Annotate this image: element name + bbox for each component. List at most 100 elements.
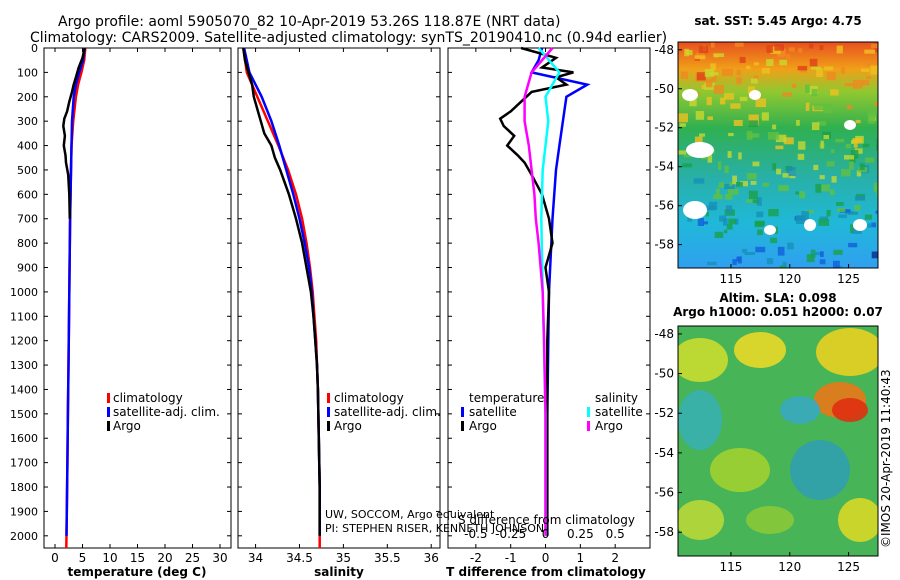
difference-legend-salinity: salinity satellite Argo bbox=[587, 391, 643, 433]
temperature-panel bbox=[43, 47, 232, 549]
sst-cell bbox=[876, 138, 878, 147]
sla-map-frame bbox=[677, 325, 879, 557]
legend-label: climatology bbox=[113, 391, 183, 405]
sst-cell bbox=[714, 53, 719, 58]
sst-cell bbox=[756, 197, 762, 206]
sst-cell bbox=[724, 183, 735, 190]
title-line-1: Argo profile: aoml 5905070_82 10-Apr-201… bbox=[58, 14, 560, 30]
sla-anomaly bbox=[746, 506, 794, 534]
sst-cell bbox=[841, 67, 845, 74]
sst-cell bbox=[710, 42, 715, 48]
sst-cell bbox=[754, 62, 759, 66]
sst-cell bbox=[736, 77, 742, 85]
sst-cell bbox=[831, 149, 835, 153]
legend-swatch-argo bbox=[107, 421, 110, 431]
sst-cell bbox=[876, 190, 878, 195]
x-tick-label: 36 bbox=[424, 551, 439, 565]
sst-cell bbox=[844, 83, 854, 87]
sst-cell bbox=[746, 65, 751, 70]
sst-cell bbox=[813, 164, 819, 171]
sst-cell bbox=[694, 55, 706, 60]
sst-cell bbox=[746, 130, 753, 140]
sst-cell bbox=[779, 265, 787, 268]
sst-cell bbox=[829, 189, 835, 196]
sst-cell bbox=[818, 219, 830, 226]
legend-label: Argo bbox=[113, 419, 141, 433]
sst-cell bbox=[750, 180, 757, 185]
sst-missing-data bbox=[844, 120, 856, 130]
sst-cell bbox=[732, 259, 737, 265]
sst-cell bbox=[695, 111, 705, 120]
map-y-tick-label: -58 bbox=[654, 525, 674, 539]
legend-label: satellite bbox=[469, 405, 517, 419]
sst-cell bbox=[711, 75, 717, 82]
sst-cell bbox=[756, 211, 764, 218]
sst-cell bbox=[866, 76, 871, 80]
sst-missing-data bbox=[764, 225, 776, 235]
s-tick-label: 0.5 bbox=[606, 527, 625, 541]
sst-cell bbox=[746, 199, 757, 203]
sst-cell bbox=[783, 137, 794, 145]
sst-cell bbox=[732, 175, 737, 185]
temperature-xlabel: temperature (deg C) bbox=[68, 565, 207, 579]
sst-cell bbox=[724, 93, 734, 100]
sst-cell bbox=[744, 252, 755, 255]
sst-cell bbox=[862, 143, 870, 148]
sst-cell bbox=[782, 173, 789, 178]
x-tick-label: 1 bbox=[577, 551, 585, 565]
sst-cell bbox=[689, 100, 697, 107]
legend-label: satellite-adj. clim. bbox=[334, 405, 441, 419]
sst-cell bbox=[833, 260, 840, 268]
sst-cell bbox=[739, 96, 748, 102]
sst-cell bbox=[766, 59, 774, 66]
sst-cell bbox=[796, 120, 800, 126]
sst-cell bbox=[723, 218, 728, 226]
sla-anomaly bbox=[678, 390, 722, 450]
depth-tick-label: 1400 bbox=[10, 383, 38, 396]
s-difference-label: S difference from climatology bbox=[458, 513, 635, 527]
sst-cell bbox=[678, 150, 687, 155]
map-y-tick-label: -56 bbox=[654, 486, 674, 500]
sla-anomaly bbox=[678, 338, 728, 382]
x-tick-label: 25 bbox=[185, 551, 200, 565]
legend-label: Argo bbox=[469, 419, 497, 433]
map-x-tick-label: 120 bbox=[778, 560, 801, 574]
sst-cell bbox=[805, 102, 810, 111]
temperature-plot: 0 5 10 15 20 25 30 bbox=[51, 47, 228, 565]
sst-cell bbox=[810, 249, 816, 258]
sst-cell bbox=[787, 242, 794, 250]
series-satellite-adj-clim- bbox=[65, 47, 86, 536]
sst-cell bbox=[766, 258, 774, 265]
depth-tick-label: 1600 bbox=[10, 432, 38, 445]
sla-map bbox=[677, 325, 879, 557]
sst-cell bbox=[705, 211, 709, 217]
sst-cell bbox=[707, 116, 713, 120]
difference-legend-temperature: temperature satellite Argo bbox=[461, 391, 544, 433]
sla-anomaly bbox=[816, 328, 878, 376]
sst-cell bbox=[867, 223, 871, 228]
sla-anomaly bbox=[832, 398, 868, 422]
sst-cell bbox=[728, 132, 734, 137]
sst-cell bbox=[850, 224, 854, 234]
map-x-tick-label: 115 bbox=[719, 560, 742, 574]
pi-annotation-1: UW, SOCCOM, Argo equivalent bbox=[325, 508, 495, 521]
sst-missing-data bbox=[749, 90, 761, 100]
x-tick-label: 10 bbox=[102, 551, 117, 565]
depth-tick-label: 1500 bbox=[10, 408, 38, 421]
sst-cell bbox=[705, 78, 713, 88]
sst-cell bbox=[775, 134, 787, 143]
sst-cell bbox=[850, 150, 859, 159]
sst-cell bbox=[873, 182, 878, 192]
sst-cell bbox=[775, 145, 784, 150]
legend-label: Argo bbox=[595, 419, 623, 433]
depth-tick-label: 0 bbox=[31, 42, 38, 55]
title-line-2: Climatology: CARS2009. Satellite-adjuste… bbox=[30, 30, 667, 46]
sst-cell bbox=[866, 62, 871, 67]
sst-cell bbox=[733, 120, 743, 126]
sst-cell bbox=[795, 215, 806, 224]
sst-cell bbox=[753, 75, 759, 81]
sst-cell bbox=[811, 122, 820, 131]
sst-cell bbox=[697, 218, 704, 226]
sst-missing-data bbox=[804, 219, 816, 231]
